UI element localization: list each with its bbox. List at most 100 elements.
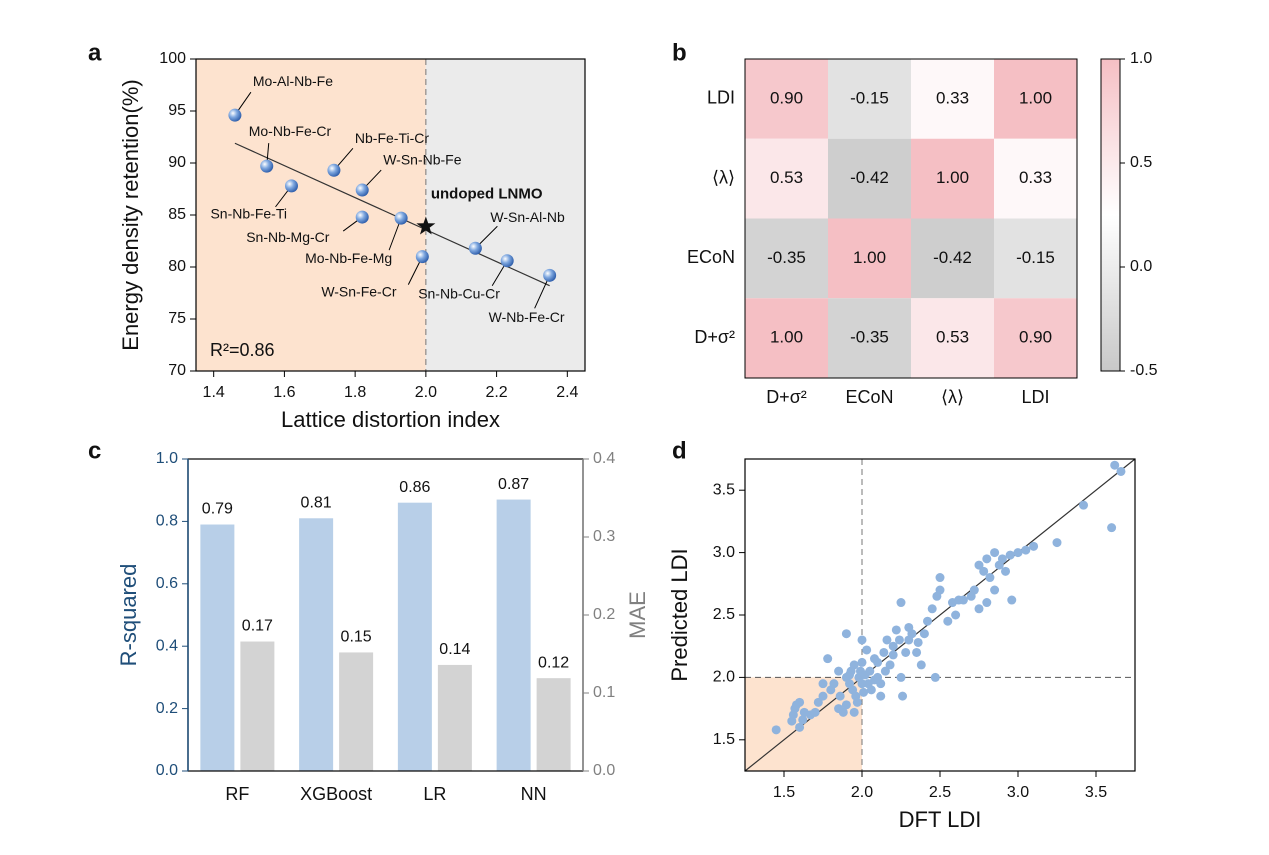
point (876, 679, 886, 689)
colorbar (1100, 58, 1121, 372)
y-tick-label: 2.0 (713, 669, 735, 686)
point (916, 660, 926, 670)
colorbar-tick-label: 0.5 (1130, 154, 1152, 171)
point (810, 707, 820, 717)
x-tick-label: 1.5 (773, 784, 795, 801)
point (923, 616, 933, 626)
point (798, 715, 808, 725)
y-axis-title: R-squared (116, 564, 141, 667)
colorbar-tick-label: -0.5 (1130, 362, 1158, 379)
point (930, 672, 940, 682)
plot-frame (744, 58, 1078, 379)
x-tick-label: XGBoost (300, 784, 372, 804)
panel-label: d (672, 437, 687, 464)
point (898, 691, 908, 701)
heatmap-cell (911, 218, 994, 299)
point-label: Mo-Nb-Fe-Cr (249, 123, 332, 139)
point (829, 679, 839, 689)
y-axis-title: Energy density retention(%) (118, 79, 143, 350)
x-tick-label: 2.0 (851, 784, 873, 801)
point (982, 598, 992, 608)
heatmap-cell (745, 218, 828, 299)
point (260, 159, 274, 173)
point (543, 268, 557, 282)
point (990, 548, 1000, 558)
x-tick-label: 1.8 (344, 384, 366, 401)
colorbar-tick-label: 1.0 (1130, 50, 1152, 67)
x-tick-label: 2.4 (556, 384, 578, 401)
heatmap-cell (745, 298, 828, 378)
value-label: 0.87 (498, 476, 529, 493)
point (912, 647, 922, 657)
point (888, 650, 898, 660)
x-tick-label: 3.0 (1007, 784, 1029, 801)
point (1079, 500, 1089, 510)
bar (200, 524, 235, 771)
y-tick-label: 1.0 (156, 450, 178, 467)
point (943, 616, 953, 626)
cell-label: -0.15 (850, 88, 889, 107)
value-label: 0.17 (242, 618, 273, 635)
point-label: Nb-Fe-Ti-Cr (355, 130, 429, 146)
point-label: Mo-Al-Nb-Fe (253, 73, 333, 89)
heatmap-cell (911, 59, 994, 139)
value-label: 0.15 (341, 629, 372, 646)
point (799, 707, 809, 717)
column-label: D+σ² (766, 387, 807, 407)
point (974, 604, 984, 614)
heatmap-cell (828, 298, 911, 378)
point (1116, 466, 1126, 476)
point-label: Sn-Nb-Cu-Cr (418, 285, 500, 301)
point (857, 635, 867, 645)
point (894, 635, 904, 645)
panel-label: c (88, 437, 101, 464)
panel-label: b (672, 39, 687, 66)
point (997, 554, 1007, 564)
cell-label: 1.00 (853, 248, 886, 267)
bar (496, 499, 531, 771)
x-tick-label: NN (521, 784, 547, 804)
row-label: LDI (707, 88, 735, 108)
heatmap-cell (911, 298, 994, 378)
point (888, 641, 898, 651)
point (865, 666, 875, 676)
cell-label: 0.33 (1019, 168, 1052, 187)
value-label: 0.81 (301, 494, 332, 511)
point (935, 573, 945, 583)
heatmap-cell (994, 59, 1077, 139)
heatmap-cell (828, 138, 911, 219)
point (913, 637, 923, 647)
point (901, 647, 911, 657)
row-label: ECoN (687, 247, 735, 267)
point (834, 666, 844, 676)
point (876, 691, 886, 701)
point (415, 250, 429, 264)
x-tick-label: 2.2 (485, 384, 507, 401)
point (862, 645, 872, 655)
point (818, 679, 828, 689)
point (1110, 460, 1120, 470)
fit-line (234, 142, 550, 287)
point (859, 687, 869, 697)
y-tick-label: 0.2 (156, 700, 178, 717)
bar (397, 502, 432, 771)
point (974, 560, 984, 570)
bar (536, 678, 571, 771)
y-tick-label: 1.5 (713, 731, 735, 748)
point (857, 679, 867, 689)
x-tick-label: RF (225, 784, 249, 804)
point (969, 585, 979, 595)
bar (299, 518, 334, 771)
cell-label: 0.90 (770, 88, 803, 107)
point (885, 660, 895, 670)
point (935, 585, 945, 595)
heatmap-cell (745, 138, 828, 219)
point (771, 725, 781, 735)
cell-label: 0.53 (936, 328, 969, 347)
point-label: W-Nb-Fe-Cr (489, 309, 565, 325)
point (951, 610, 961, 620)
point (327, 163, 341, 177)
point (500, 254, 514, 268)
point (958, 595, 968, 605)
y2-tick-label: 0.4 (593, 450, 615, 467)
